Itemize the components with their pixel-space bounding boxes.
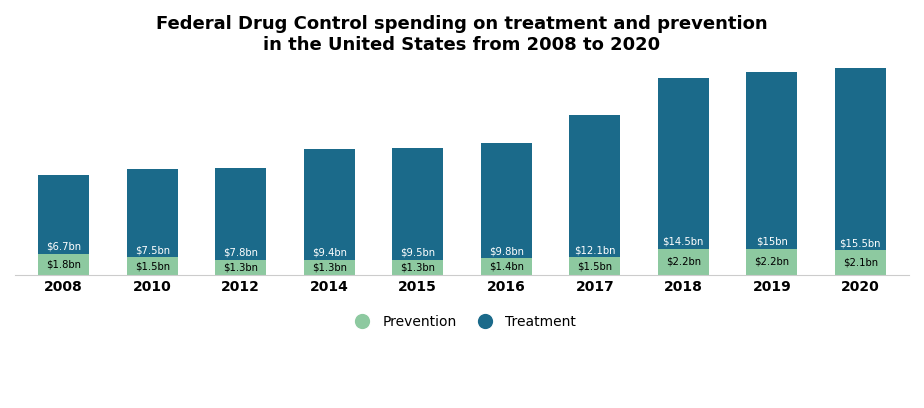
- Bar: [38, 254, 90, 275]
- Text: $9.5bn: $9.5bn: [400, 248, 435, 257]
- Bar: [215, 168, 266, 259]
- Text: $9.4bn: $9.4bn: [311, 248, 346, 257]
- Bar: [480, 258, 532, 275]
- Text: $1.3bn: $1.3bn: [224, 262, 258, 272]
- Text: $7.8bn: $7.8bn: [224, 248, 258, 257]
- Bar: [569, 257, 620, 275]
- Title: Federal Drug Control spending on treatment and prevention
in the United States f: Federal Drug Control spending on treatme…: [156, 15, 768, 54]
- Bar: [304, 149, 355, 259]
- Bar: [569, 115, 620, 257]
- Bar: [304, 259, 355, 275]
- Text: $2.1bn: $2.1bn: [843, 257, 878, 268]
- Bar: [127, 257, 177, 275]
- Bar: [127, 169, 177, 257]
- Bar: [747, 249, 797, 275]
- Text: $7.5bn: $7.5bn: [135, 245, 170, 255]
- Text: $6.7bn: $6.7bn: [46, 242, 81, 252]
- Bar: [658, 249, 709, 275]
- Legend: Prevention, Treatment: Prevention, Treatment: [342, 310, 582, 335]
- Text: $1.3bn: $1.3bn: [311, 262, 346, 272]
- Bar: [834, 250, 886, 275]
- Bar: [480, 143, 532, 258]
- Text: $1.3bn: $1.3bn: [400, 262, 435, 272]
- Bar: [38, 175, 90, 254]
- Text: $9.8bn: $9.8bn: [489, 246, 524, 256]
- Text: $1.5bn: $1.5bn: [135, 261, 170, 271]
- Bar: [747, 72, 797, 249]
- Bar: [392, 148, 444, 259]
- Text: $1.4bn: $1.4bn: [489, 262, 524, 272]
- Bar: [392, 259, 444, 275]
- Text: $15bn: $15bn: [756, 237, 788, 247]
- Text: $12.1bn: $12.1bn: [574, 245, 615, 255]
- Text: $15.5bn: $15.5bn: [840, 238, 881, 248]
- Text: $2.2bn: $2.2bn: [665, 257, 700, 267]
- Text: $1.5bn: $1.5bn: [578, 261, 613, 271]
- Bar: [834, 68, 886, 250]
- Text: $2.2bn: $2.2bn: [754, 257, 789, 267]
- Text: $1.8bn: $1.8bn: [46, 259, 81, 269]
- Bar: [215, 259, 266, 275]
- Bar: [658, 78, 709, 249]
- Text: $14.5bn: $14.5bn: [663, 237, 704, 247]
